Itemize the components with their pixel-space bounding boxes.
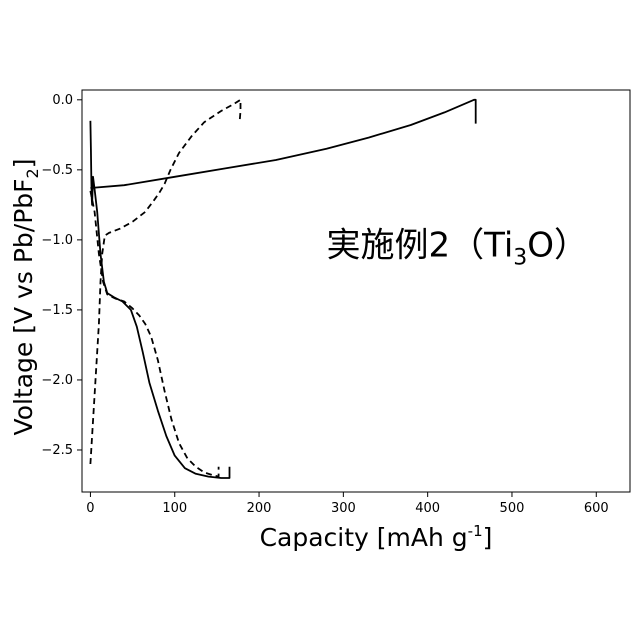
x-tick-label: 300	[331, 501, 356, 516]
y-tick-label: −2.0	[41, 373, 73, 388]
annotation-sub: 3	[513, 246, 527, 271]
y-tick-label: −2.5	[41, 443, 73, 458]
y-tick-label: −1.5	[41, 303, 73, 318]
y-tick-label: 0.0	[52, 93, 73, 108]
series-line-1	[90, 121, 229, 478]
y-axis-label: Voltage [V vs Pb/PbF2]	[9, 159, 42, 436]
series-lines	[90, 100, 475, 478]
series-line-3	[90, 100, 240, 464]
x-tick-label: 600	[584, 501, 609, 516]
x-axis-label: Capacity [mAh g-1]	[260, 522, 493, 552]
x-axis-label-end: ]	[483, 523, 493, 552]
y-axis-label-end: ]	[9, 159, 38, 169]
x-tick-label: 200	[247, 501, 272, 516]
x-tick-label: 0	[86, 501, 94, 516]
y-axis-label-sub: 2	[23, 168, 42, 178]
x-tick-label: 400	[415, 501, 440, 516]
x-axis-label-sup: -1	[468, 522, 483, 540]
x-tick-label: 500	[500, 501, 525, 516]
y-axis: 0.0 −0.5 −1.0 −1.5 −2.0 −2.5	[41, 93, 82, 458]
x-axis: 0 100 200 300 400 500 600	[86, 492, 608, 516]
y-axis-label-main: Voltage [V vs Pb/PbF	[9, 178, 38, 435]
annotation: 実施例2（Ti3O）	[326, 226, 588, 271]
y-tick-label: −1.0	[41, 233, 73, 248]
series-line-4	[90, 191, 218, 477]
x-tick-label: 100	[162, 501, 187, 516]
x-axis-label-main: Capacity [mAh g	[260, 523, 468, 552]
annotation-text: 実施例2（Ti	[326, 226, 513, 266]
y-tick-label: −0.5	[41, 163, 73, 178]
series-line-2	[90, 100, 475, 188]
annotation-text-end: O）	[527, 226, 588, 266]
